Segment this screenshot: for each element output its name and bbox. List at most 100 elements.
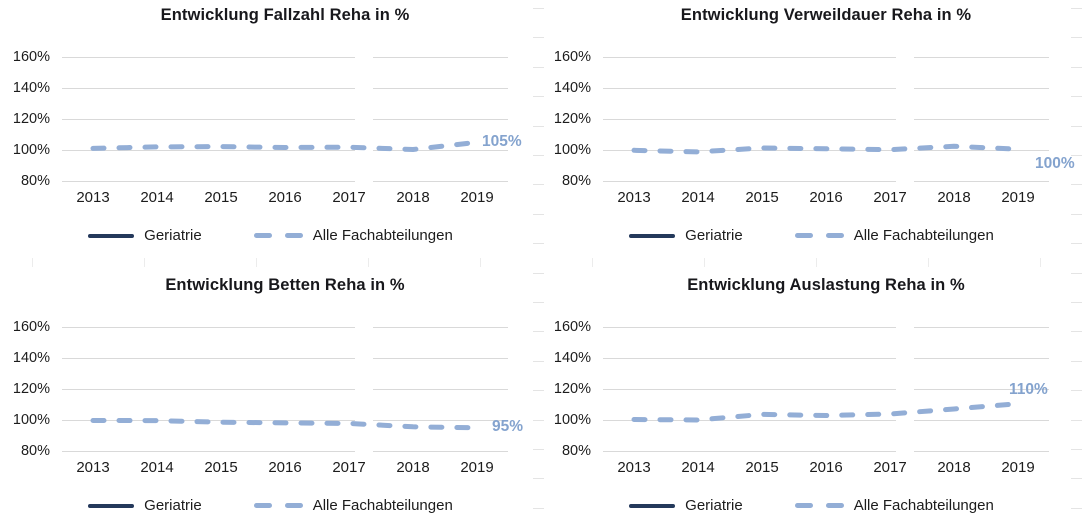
- legend: Geriatrie Alle Fachabteilungen: [541, 497, 1082, 514]
- x-tick-label: 2015: [204, 459, 238, 476]
- x-tick-label: 2019: [1001, 189, 1035, 206]
- sheet-column-line: [928, 258, 929, 267]
- gridline: [62, 358, 355, 359]
- gridline: [373, 389, 508, 390]
- x-tick-label: 2013: [617, 189, 651, 206]
- sheet-row-line: [533, 420, 544, 421]
- x-tick-label: 2019: [460, 189, 494, 206]
- data-label-2019: 105%: [482, 133, 522, 150]
- gridline: [62, 150, 355, 151]
- series-plot: [90, 139, 480, 152]
- chart-title: Entwicklung Betten Reha in %: [165, 276, 405, 294]
- x-tick-label: 2014: [681, 459, 715, 476]
- legend-label-alle-fachabteilungen: Alle Fachabteilungen: [853, 497, 994, 514]
- sheet-row-line: [533, 8, 544, 9]
- gridline: [603, 389, 896, 390]
- legend-line-alle-fachabteilungen: [253, 503, 303, 508]
- sheet-row-line: [1071, 420, 1082, 421]
- gridline: [914, 420, 1049, 421]
- y-tick-label: 140%: [12, 80, 50, 96]
- gridline: [62, 389, 355, 390]
- y-tick-label: 80%: [561, 443, 591, 459]
- gridline: [62, 327, 355, 328]
- legend-line-geriatrie: [629, 503, 676, 508]
- gridline: [373, 88, 508, 89]
- chart-title: Entwicklung Auslastung Reha in %: [687, 276, 965, 294]
- sheet-row-line: [533, 390, 544, 391]
- sheet-row-line: [1071, 184, 1082, 185]
- y-tick-label: 120%: [12, 381, 50, 397]
- y-tick-label: 100%: [12, 412, 50, 428]
- gridline: [914, 451, 1049, 452]
- gridline: [914, 327, 1049, 328]
- gridline: [373, 358, 508, 359]
- gridline: [914, 358, 1049, 359]
- gridline: [62, 181, 355, 182]
- y-tick-label: 160%: [553, 49, 591, 65]
- sheet-column-line: [144, 258, 145, 267]
- legend-label-alle-fachabteilungen: Alle Fachabteilungen: [853, 227, 994, 244]
- gridline: [914, 119, 1049, 120]
- sheet-row-line: [533, 126, 544, 127]
- y-tick-label: 100%: [553, 412, 591, 428]
- sheet-column-line: [256, 258, 257, 267]
- x-tick-label: 2013: [76, 189, 110, 206]
- sheet-row-line: [533, 331, 544, 332]
- sheet-row-line: [1071, 37, 1082, 38]
- sheet-row-line: [1071, 508, 1082, 509]
- x-tick-label: 2017: [332, 459, 366, 476]
- legend-line-geriatrie: [88, 503, 135, 508]
- legend-line-alle-fachabteilungen: [253, 233, 303, 238]
- sheet-row-line: [1071, 243, 1082, 244]
- sheet-row-line: [533, 37, 544, 38]
- sheet-column-line: [816, 258, 817, 267]
- gridline: [914, 181, 1049, 182]
- sheet-row-line: [533, 96, 544, 97]
- series-plot: [90, 418, 480, 431]
- y-tick-label: 140%: [12, 350, 50, 366]
- y-tick-label: 100%: [12, 142, 50, 158]
- legend-line-alle-fachabteilungen: [794, 503, 844, 508]
- sheet-row-line: [533, 302, 544, 303]
- sheet-row-line: [1071, 8, 1082, 9]
- sheet-row-line: [1071, 361, 1082, 362]
- legend-line-alle-fachabteilungen: [794, 233, 844, 238]
- legend-label-geriatrie: Geriatrie: [144, 227, 202, 244]
- y-tick-label: 120%: [12, 111, 50, 127]
- sheet-column-line: [32, 258, 33, 267]
- sheet-row-line: [1071, 478, 1082, 479]
- legend: Geriatrie Alle Fachabteilungen: [0, 497, 541, 514]
- legend-label-alle-fachabteilungen: Alle Fachabteilungen: [312, 497, 453, 514]
- gridline: [62, 88, 355, 89]
- chart-title: Entwicklung Fallzahl Reha in %: [160, 6, 410, 24]
- sheet-row-line: [533, 214, 544, 215]
- x-tick-label: 2017: [332, 189, 366, 206]
- legend-label-alle-fachabteilungen: Alle Fachabteilungen: [312, 227, 453, 244]
- sheet-row-line: [533, 155, 544, 156]
- sheet-row-line: [533, 243, 544, 244]
- x-tick-label: 2015: [745, 459, 779, 476]
- gridline: [914, 150, 1049, 151]
- y-tick-label: 80%: [20, 173, 50, 189]
- chart-fallzahl-reha: Entwicklung Fallzahl Reha in % 160% 140% 1…: [0, 0, 541, 261]
- gridline: [373, 181, 508, 182]
- gridline: [373, 327, 508, 328]
- x-tick-label: 2015: [745, 189, 779, 206]
- gridline: [603, 119, 896, 120]
- legend-label-geriatrie: Geriatrie: [144, 497, 202, 514]
- gridline: [62, 57, 355, 58]
- chart-betten-reha: Entwicklung Betten Reha in % 160% 140% 120…: [0, 270, 541, 531]
- gridline: [373, 451, 508, 452]
- y-tick-label: 120%: [553, 111, 591, 127]
- x-tick-label: 2017: [873, 189, 907, 206]
- x-tick-label: 2019: [460, 459, 494, 476]
- gridline: [373, 420, 508, 421]
- sheet-row-line: [533, 67, 544, 68]
- gridline: [914, 88, 1049, 89]
- y-tick-label: 80%: [20, 443, 50, 459]
- gridline: [603, 327, 896, 328]
- gridline: [603, 451, 896, 452]
- x-tick-label: 2015: [204, 189, 238, 206]
- gridline: [914, 57, 1049, 58]
- gridline: [62, 451, 355, 452]
